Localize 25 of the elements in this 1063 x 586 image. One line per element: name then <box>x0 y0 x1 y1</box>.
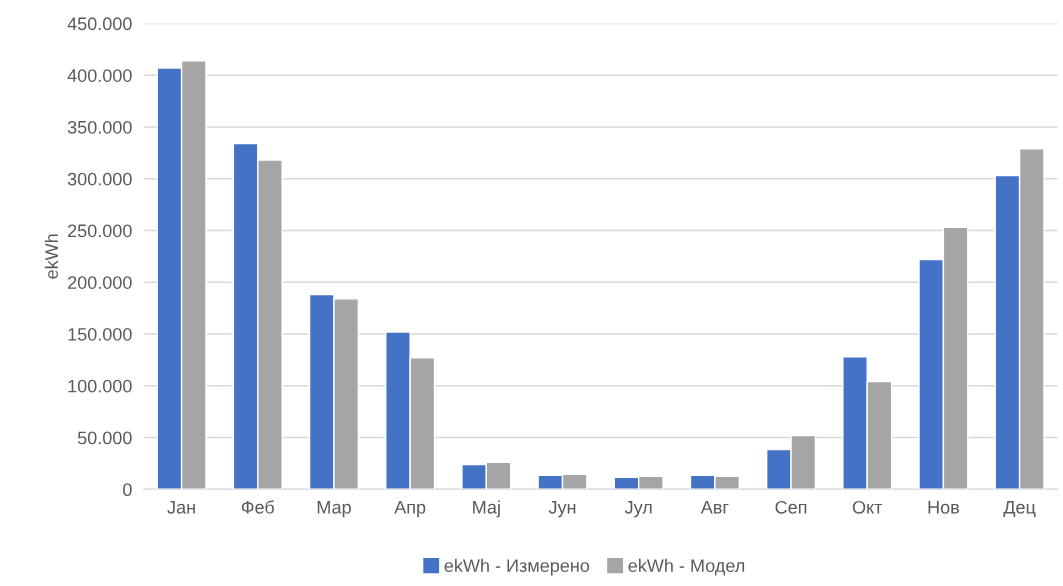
y-tick-label: 50.000 <box>77 431 132 445</box>
x-tick-label: Јун <box>548 501 576 518</box>
y-tick-label: 350.000 <box>67 120 132 134</box>
x-tick-label: Дец <box>1003 501 1036 518</box>
x-tick-label: Јан <box>167 501 195 514</box>
x-tick-label: Мај <box>473 500 500 518</box>
x-tick-label: Јул <box>624 501 652 518</box>
y-tick-label: 150.000 <box>68 327 132 341</box>
y-tick-label: 300.000 <box>67 172 132 186</box>
y-tick-label: 450.000 <box>67 17 132 31</box>
y-tick-label: 200.000 <box>68 276 132 289</box>
x-tick-label: Апр <box>394 501 426 518</box>
legend-label: ekWh - Измерено <box>444 558 590 576</box>
x-tick-label: Нов <box>928 501 959 514</box>
x-tick-label: Мар <box>317 501 351 518</box>
x-tick-label: Феб <box>241 500 274 514</box>
y-tick-label: 100.000 <box>68 379 132 393</box>
x-tick-label: Авг <box>700 501 729 514</box>
y-tick-label: 250.000 <box>68 224 132 238</box>
x-tick-label: Сеп <box>775 500 807 514</box>
y-tick-label: 0 <box>123 483 132 497</box>
y-axis-title: ekWh <box>44 234 59 279</box>
y-tick-label: 400.000 <box>67 69 132 82</box>
x-tick-label: Окт <box>852 500 883 514</box>
legend-label: ekWh - Модел <box>628 558 745 576</box>
